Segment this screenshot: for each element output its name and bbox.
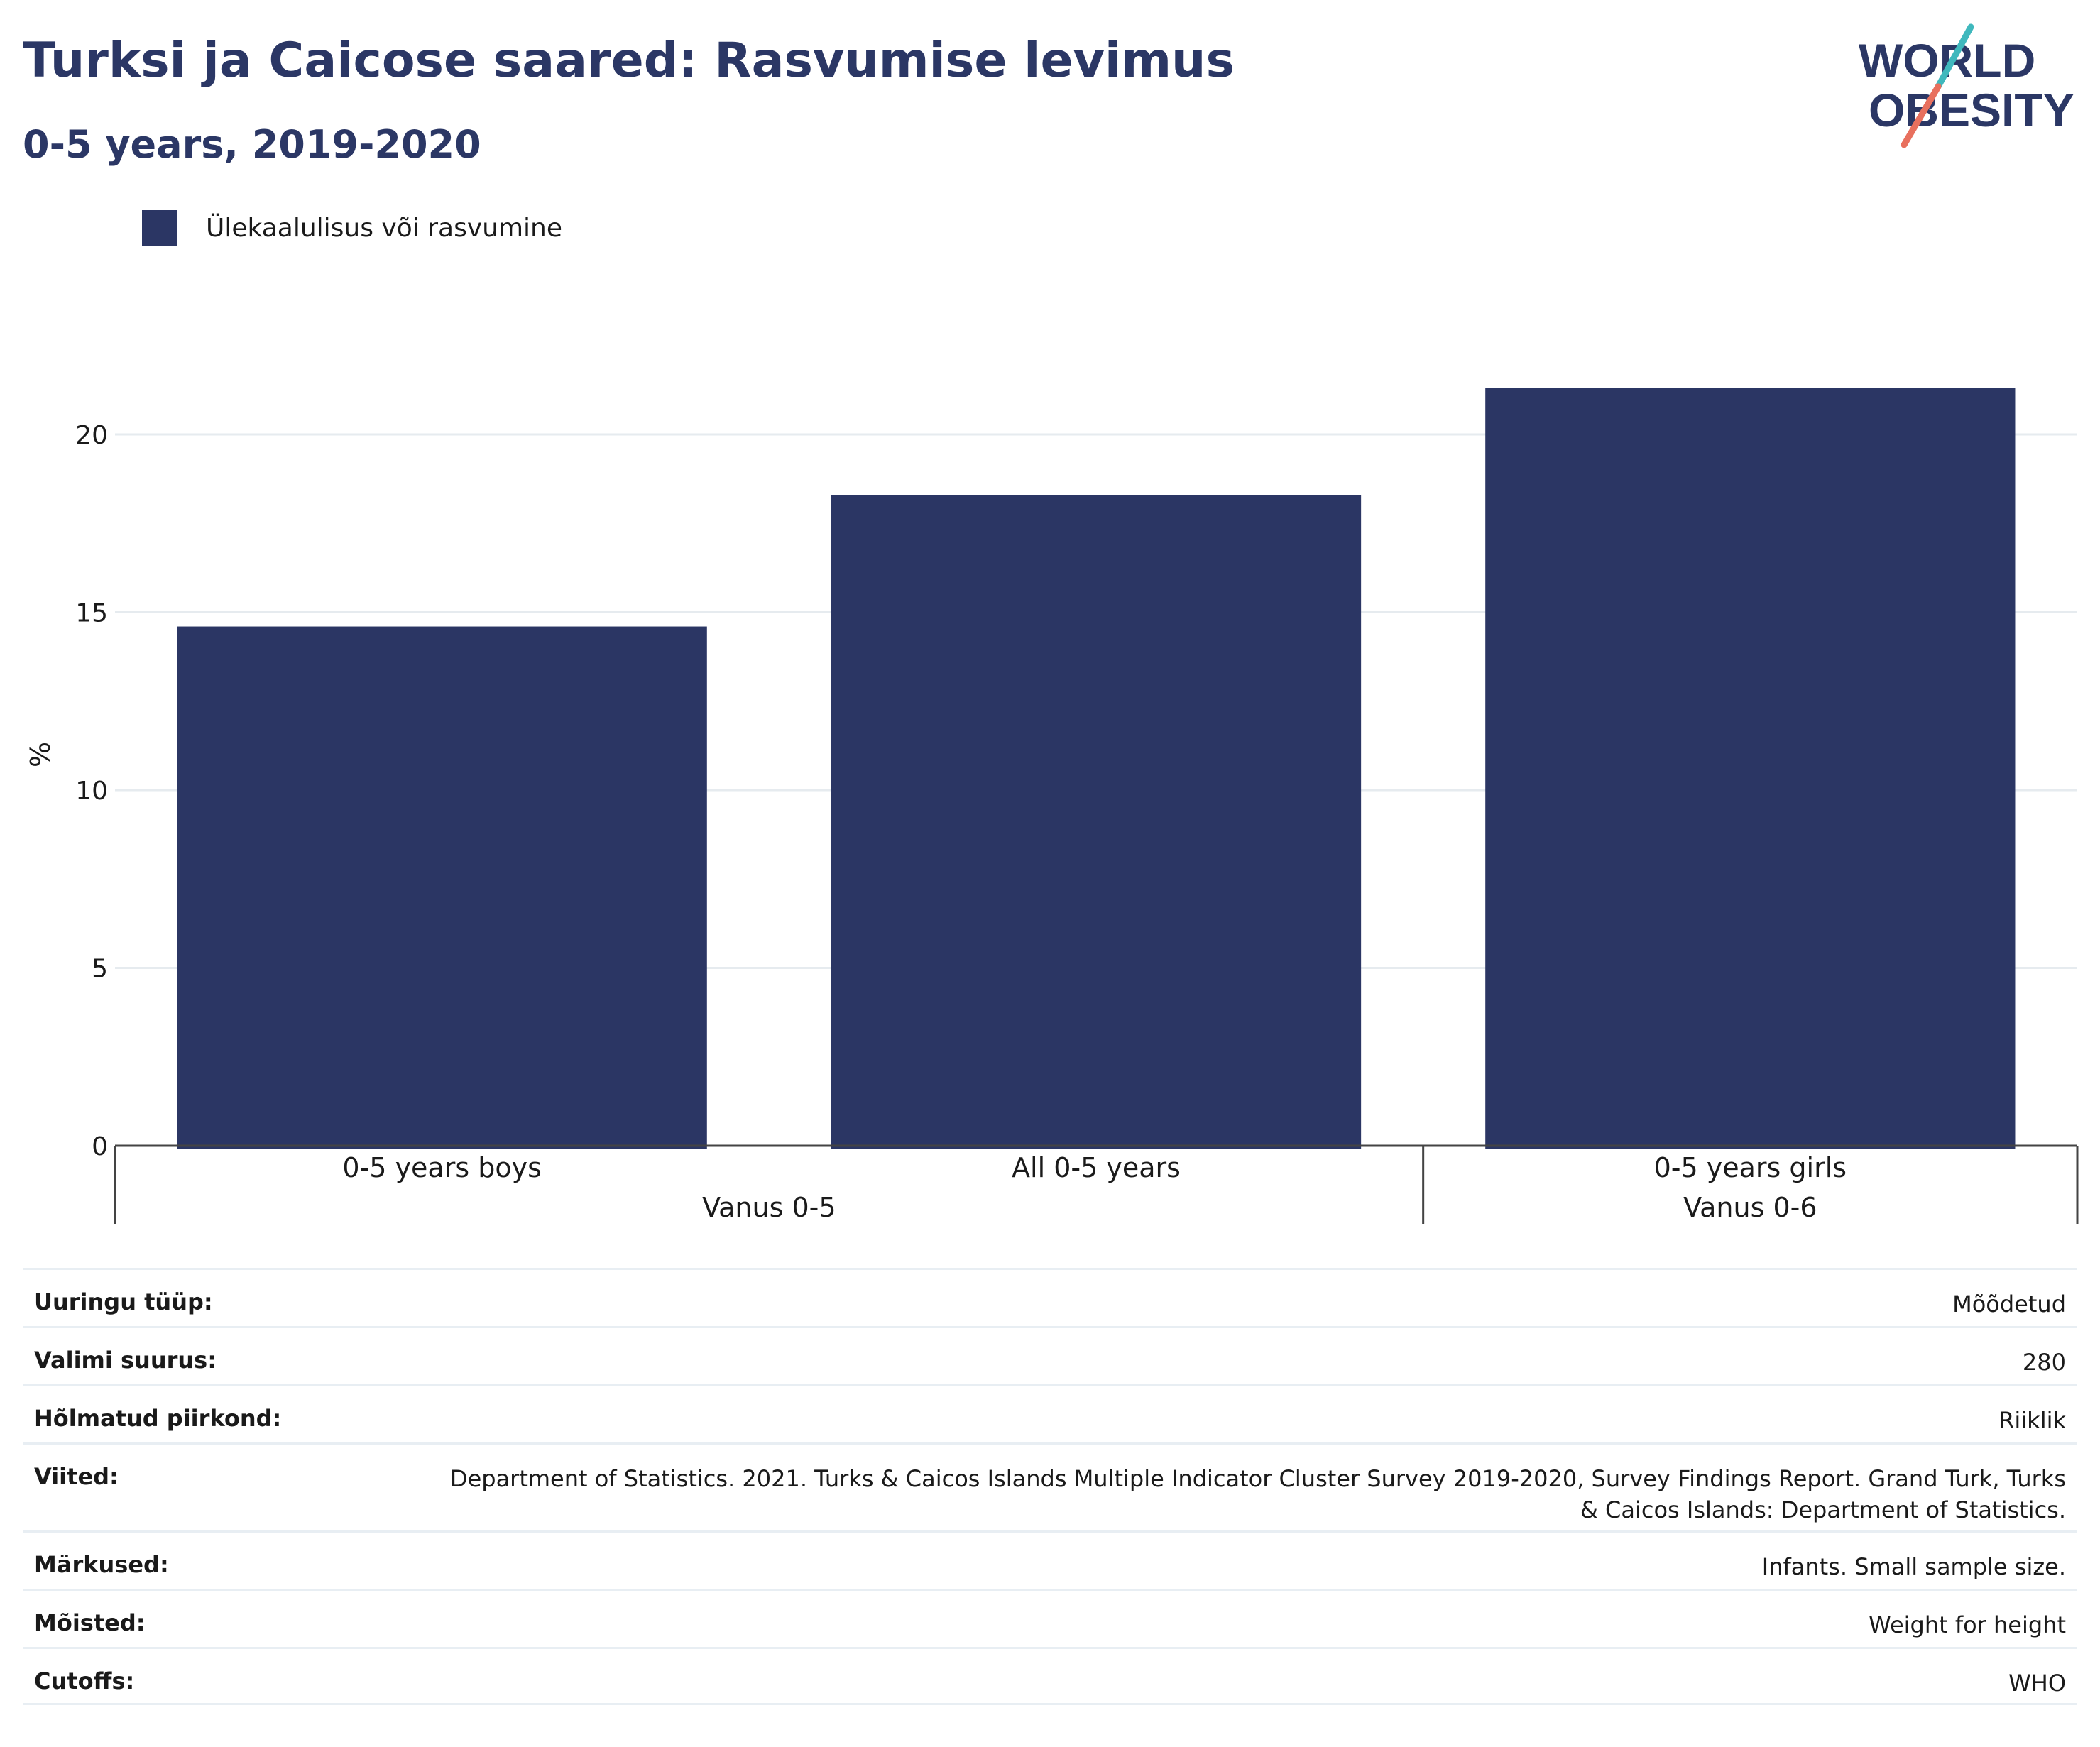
- logo-line-2: OBESITY: [1869, 84, 2074, 136]
- info-row: Hõlmatud piirkond: Riiklik: [23, 1384, 2077, 1442]
- x-tick-label: All 0-5 years: [1012, 1152, 1181, 1183]
- info-row: Cutoffs: WHO: [23, 1647, 2077, 1705]
- info-row: Mõisted: Weight for height: [23, 1589, 2077, 1647]
- bar-chart: 0 5 10 15 20% 0-5 years boys All 0-5 years 0-5 …: [25, 388, 2079, 1224]
- group-label: Vanus 0-5: [702, 1192, 836, 1223]
- y-axis-label: %: [25, 742, 56, 767]
- info-table: Uuringu tüüp: Mõõdetud Valimi suurus: 280 Hõ…: [23, 1268, 2077, 1705]
- info-row: Viited: Department of Statistics. 2021. T…: [23, 1442, 2077, 1530]
- info-value: 280: [2022, 1349, 2066, 1376]
- chart-subtitle: 0-5 years, 2019-2020: [23, 122, 481, 167]
- world-obesity-logo: WORLD OBESITY: [1859, 23, 2074, 148]
- group-label: Vanus 0-6: [1683, 1192, 1817, 1223]
- legend: Ülekaalulisus või rasvumine: [142, 210, 562, 246]
- bar: [831, 495, 1362, 1149]
- info-row: Uuringu tüüp: Mõõdetud: [23, 1268, 2077, 1326]
- y-tick-label: 0: [92, 1132, 108, 1161]
- x-tick-label: 0-5 years girls: [1654, 1152, 1847, 1183]
- legend-swatch: [142, 210, 177, 246]
- info-value: WHO: [2008, 1670, 2066, 1697]
- legend-label: Ülekaalulisus või rasvumine: [206, 213, 562, 243]
- y-tick-label: 5: [92, 955, 108, 984]
- x-tick-label: 0-5 years boys: [342, 1152, 541, 1183]
- info-row: Märkused: Infants. Small sample size.: [23, 1530, 2077, 1589]
- info-value: Riiklik: [1998, 1407, 2066, 1434]
- bar: [177, 626, 707, 1149]
- info-key: Valimi suurus:: [34, 1347, 217, 1374]
- info-key: Viited:: [34, 1463, 119, 1490]
- info-value: Department of Statistics. 2021. Turks & …: [449, 1465, 2066, 1523]
- info-value: Mõõdetud: [1952, 1291, 2066, 1318]
- chart-title: Turksi ja Caicose saared: Rasvumise levi…: [23, 33, 1235, 89]
- logo-line-1: WORLD: [1859, 34, 2035, 87]
- info-key: Märkused:: [34, 1551, 169, 1578]
- info-value: Weight for height: [1869, 1611, 2066, 1638]
- info-value: Infants. Small sample size.: [1761, 1553, 2066, 1580]
- y-tick-label: 10: [75, 777, 108, 806]
- info-key: Mõisted:: [34, 1609, 146, 1636]
- info-key: Cutoffs:: [34, 1667, 135, 1694]
- info-key: Hõlmatud piirkond:: [34, 1405, 282, 1432]
- info-row: Valimi suurus: 280: [23, 1326, 2077, 1384]
- y-tick-label: 15: [75, 599, 108, 628]
- logo-slash-coral: [1901, 83, 1942, 148]
- bar: [1485, 388, 2016, 1149]
- y-tick-label: 20: [75, 421, 108, 450]
- logo-slash-teal: [1935, 23, 1974, 90]
- info-key: Uuringu tüüp:: [34, 1288, 213, 1315]
